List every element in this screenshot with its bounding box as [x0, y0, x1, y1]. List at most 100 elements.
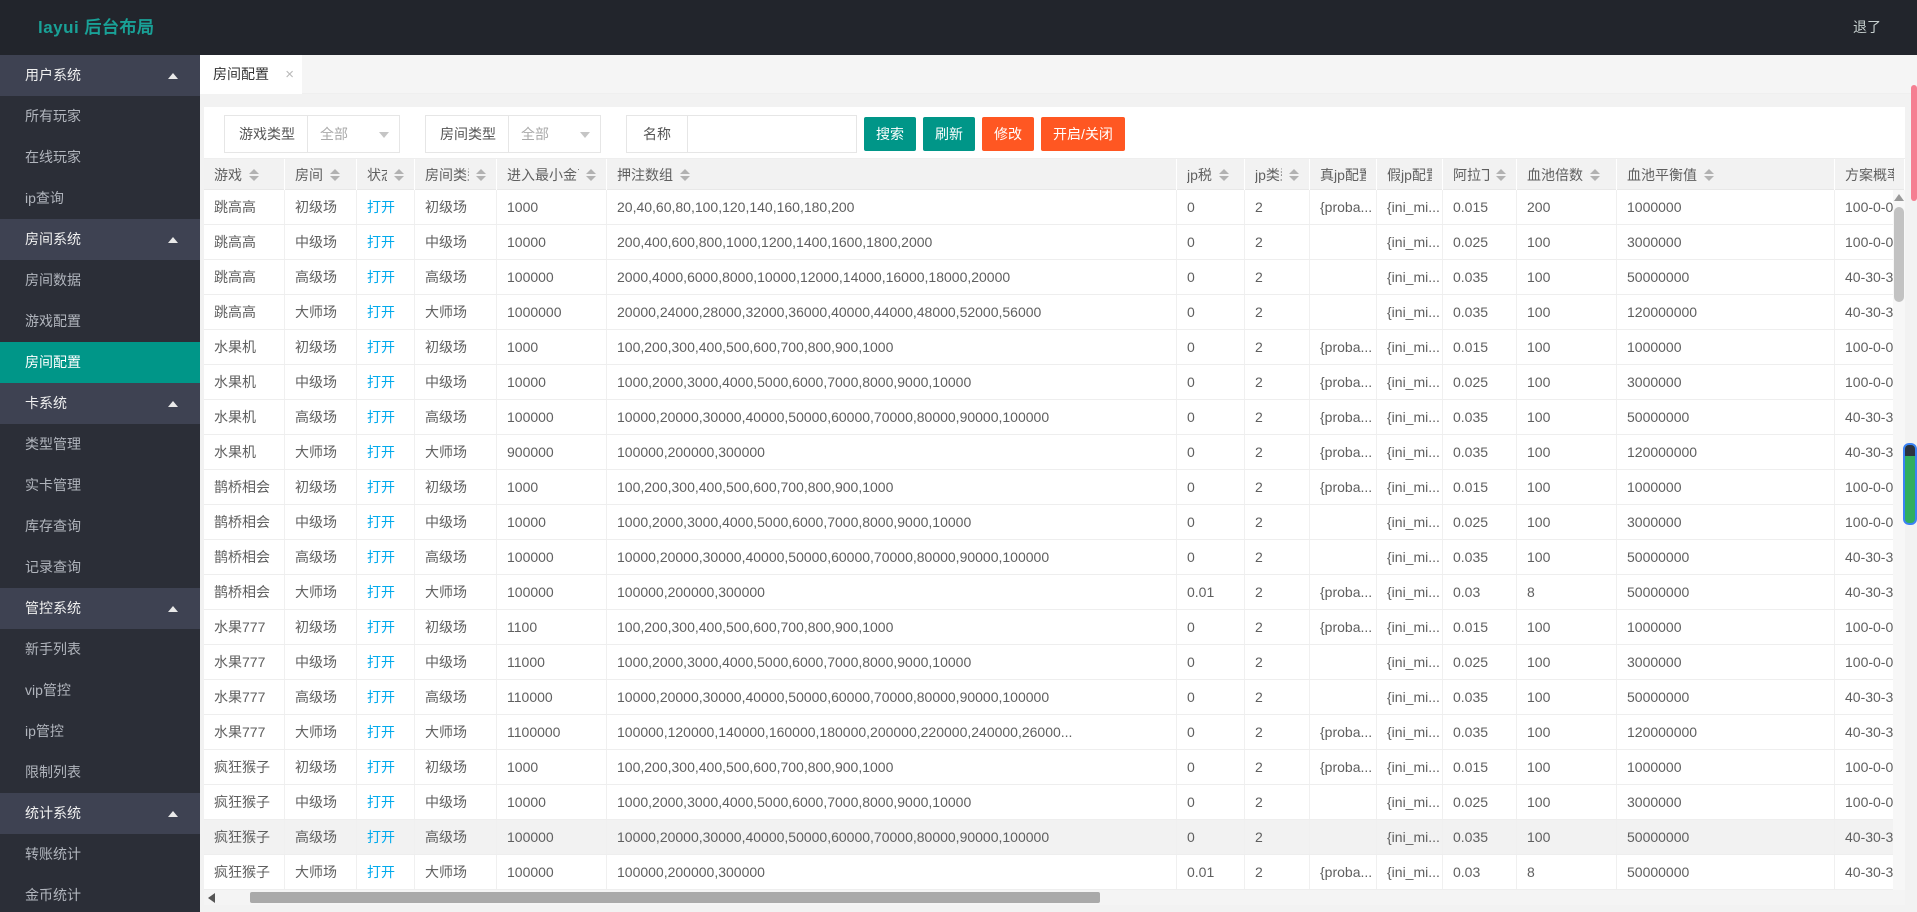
status-open-link[interactable]: 打开: [367, 479, 395, 495]
column-header-房间[interactable]: 房间: [285, 159, 357, 191]
column-header-状态[interactable]: 状态: [357, 159, 415, 191]
sidebar-item-在线玩家[interactable]: 在线玩家: [0, 137, 200, 178]
table-row[interactable]: 水果777 大师场 打开 大师场 1100000 100000,120000,140000…: [204, 715, 1905, 750]
table-row[interactable]: 疯狂猴子 高级场 打开 高级场 100000 10000,20000,30000,4000…: [204, 820, 1905, 855]
scroll-left-arrow-icon[interactable]: [208, 893, 215, 903]
sort-icon[interactable]: [680, 169, 690, 181]
modify-button[interactable]: 修改: [982, 117, 1034, 151]
sort-icon[interactable]: [330, 169, 340, 181]
status-open-link[interactable]: 打开: [367, 234, 395, 250]
table-row[interactable]: 水果机 初级场 打开 初级场 1000 100,200,300,400,500,600,7…: [204, 330, 1905, 365]
sidebar-section-统计系统[interactable]: 统计系统: [0, 793, 200, 834]
sidebar-item-房间数据[interactable]: 房间数据: [0, 260, 200, 301]
status-open-link[interactable]: 打开: [367, 689, 395, 705]
game-type-select[interactable]: 全部: [307, 115, 400, 153]
sidebar-section-用户系统[interactable]: 用户系统: [0, 55, 200, 96]
status-open-link[interactable]: 打开: [367, 794, 395, 810]
sort-icon[interactable]: [1289, 169, 1299, 181]
status-open-link[interactable]: 打开: [367, 304, 395, 320]
status-open-link[interactable]: 打开: [367, 654, 395, 670]
sidebar-section-卡系统[interactable]: 卡系统: [0, 383, 200, 424]
sort-icon[interactable]: [476, 169, 486, 181]
sidebar-item-游戏配置[interactable]: 游戏配置: [0, 301, 200, 342]
status-open-link[interactable]: 打开: [367, 829, 395, 845]
name-input[interactable]: [687, 115, 857, 153]
status-open-link[interactable]: 打开: [367, 409, 395, 425]
table-row[interactable]: 疯狂猴子 中级场 打开 中级场 10000 1000,2000,3000,4000,500…: [204, 785, 1905, 820]
sidebar-section-管控系统[interactable]: 管控系统: [0, 588, 200, 629]
logout-link[interactable]: 退了: [1853, 19, 1881, 35]
vertical-scrollbar[interactable]: [1893, 190, 1905, 890]
sidebar-item-ip查询[interactable]: ip查询: [0, 178, 200, 219]
status-open-link[interactable]: 打开: [367, 619, 395, 635]
search-button[interactable]: 搜索: [864, 117, 916, 151]
sidebar-item-类型管理[interactable]: 类型管理: [0, 424, 200, 465]
refresh-button[interactable]: 刷新: [923, 117, 975, 151]
sort-icon[interactable]: [1704, 169, 1714, 181]
sidebar-item-实卡管理[interactable]: 实卡管理: [0, 465, 200, 506]
sort-icon[interactable]: [394, 169, 404, 181]
status-open-link[interactable]: 打开: [367, 444, 395, 460]
sort-icon[interactable]: [1590, 169, 1600, 181]
sidebar-item-vip管控[interactable]: vip管控: [0, 670, 200, 711]
status-open-link[interactable]: 打开: [367, 514, 395, 530]
sidebar-item-房间配置[interactable]: 房间配置: [0, 342, 200, 383]
status-open-link[interactable]: 打开: [367, 584, 395, 600]
column-header-进入最小金币[interactable]: 进入最小金币: [497, 159, 607, 191]
column-header-阿拉丁税..[interactable]: 阿拉丁税..: [1443, 159, 1517, 191]
sidebar-section-房间系统[interactable]: 房间系统: [0, 219, 200, 260]
column-header-押注数组[interactable]: 押注数组: [607, 159, 1177, 191]
column-header-jp类型[interactable]: jp类型: [1245, 159, 1310, 191]
column-header-jp税[interactable]: jp税: [1177, 159, 1245, 191]
table-row[interactable]: 水果机 中级场 打开 中级场 10000 1000,2000,3000,4000,5000…: [204, 365, 1905, 400]
status-open-link[interactable]: 打开: [367, 724, 395, 740]
sidebar-item-新手列表[interactable]: 新手列表: [0, 629, 200, 670]
table-row[interactable]: 鹊桥相会 中级场 打开 中级场 10000 1000,2000,3000,4000,500…: [204, 505, 1905, 540]
table-row[interactable]: 疯狂猴子 大师场 打开 大师场 100000 100000,200000,300000 0.…: [204, 855, 1905, 890]
table-row[interactable]: 水果777 高级场 打开 高级场 110000 10000,20000,30000,400…: [204, 680, 1905, 715]
sidebar-item-转账统计[interactable]: 转账统计: [0, 834, 200, 875]
room-type-select[interactable]: 全部: [508, 115, 601, 153]
browser-extension-widget[interactable]: [1903, 443, 1917, 525]
table-row[interactable]: 跳高高 大师场 打开 大师场 1000000 20000,24000,28000,3200…: [204, 295, 1905, 330]
status-open-link[interactable]: 打开: [367, 199, 395, 215]
table-row[interactable]: 水果机 大师场 打开 大师场 900000 100000,200000,300000 0 2{…: [204, 435, 1905, 470]
status-open-link[interactable]: 打开: [367, 864, 395, 880]
table-row[interactable]: 水果777 中级场 打开 中级场 11000 1000,2000,3000,4000,50…: [204, 645, 1905, 680]
table-row[interactable]: 水果机 高级场 打开 高级场 100000 10000,20000,30000,40000…: [204, 400, 1905, 435]
column-header-房间类型[interactable]: 房间类型: [415, 159, 497, 191]
tab-room-config[interactable]: 房间配置 ×: [200, 55, 302, 94]
sidebar-item-ip管控[interactable]: ip管控: [0, 711, 200, 752]
sort-icon[interactable]: [1218, 169, 1229, 181]
sidebar-item-记录查询[interactable]: 记录查询: [0, 547, 200, 588]
status-open-link[interactable]: 打开: [367, 549, 395, 565]
scroll-up-arrow-icon[interactable]: [1894, 194, 1904, 201]
toggle-open-close-button[interactable]: 开启/关闭: [1041, 117, 1125, 151]
table-row[interactable]: 跳高高 初级场 打开 初级场 1000 20,40,60,80,100,120,140,1…: [204, 190, 1905, 225]
sort-icon[interactable]: [249, 169, 259, 181]
status-open-link[interactable]: 打开: [367, 759, 395, 775]
table-row[interactable]: 鹊桥相会 初级场 打开 初级场 1000 100,200,300,400,500,600,…: [204, 470, 1905, 505]
status-open-link[interactable]: 打开: [367, 374, 395, 390]
table-row[interactable]: 鹊桥相会 高级场 打开 高级场 100000 10000,20000,30000,4000…: [204, 540, 1905, 575]
table-row[interactable]: 疯狂猴子 初级场 打开 初级场 1000 100,200,300,400,500,600,…: [204, 750, 1905, 785]
column-header-血池平衡值[interactable]: 血池平衡值: [1617, 159, 1835, 191]
horizontal-scrollbar[interactable]: [204, 890, 1905, 905]
horizontal-scrollbar-thumb[interactable]: [250, 892, 1100, 903]
sidebar-item-库存查询[interactable]: 库存查询: [0, 506, 200, 547]
close-icon[interactable]: ×: [285, 66, 294, 83]
sidebar-item-金币统计[interactable]: 金币统计: [0, 875, 200, 912]
table-row[interactable]: 水果777 初级场 打开 初级场 1100 100,200,300,400,500,600…: [204, 610, 1905, 645]
column-header-血池倍数[interactable]: 血池倍数: [1517, 159, 1617, 191]
sort-icon[interactable]: [1496, 169, 1506, 181]
table-row[interactable]: 鹊桥相会 大师场 打开 大师场 100000 100000,200000,300000 0.…: [204, 575, 1905, 610]
table-row[interactable]: 跳高高 中级场 打开 中级场 10000 200,400,600,800,1000,120…: [204, 225, 1905, 260]
sidebar-item-限制列表[interactable]: 限制列表: [0, 752, 200, 793]
column-header-游戏[interactable]: 游戏: [204, 159, 285, 191]
page-scrollbar-thumb[interactable]: [1911, 85, 1917, 201]
sidebar-item-所有玩家[interactable]: 所有玩家: [0, 96, 200, 137]
sort-icon[interactable]: [586, 169, 596, 181]
table-row[interactable]: 跳高高 高级场 打开 高级场 100000 2000,4000,6000,8000,100…: [204, 260, 1905, 295]
status-open-link[interactable]: 打开: [367, 339, 395, 355]
vertical-scrollbar-thumb[interactable]: [1894, 207, 1904, 302]
